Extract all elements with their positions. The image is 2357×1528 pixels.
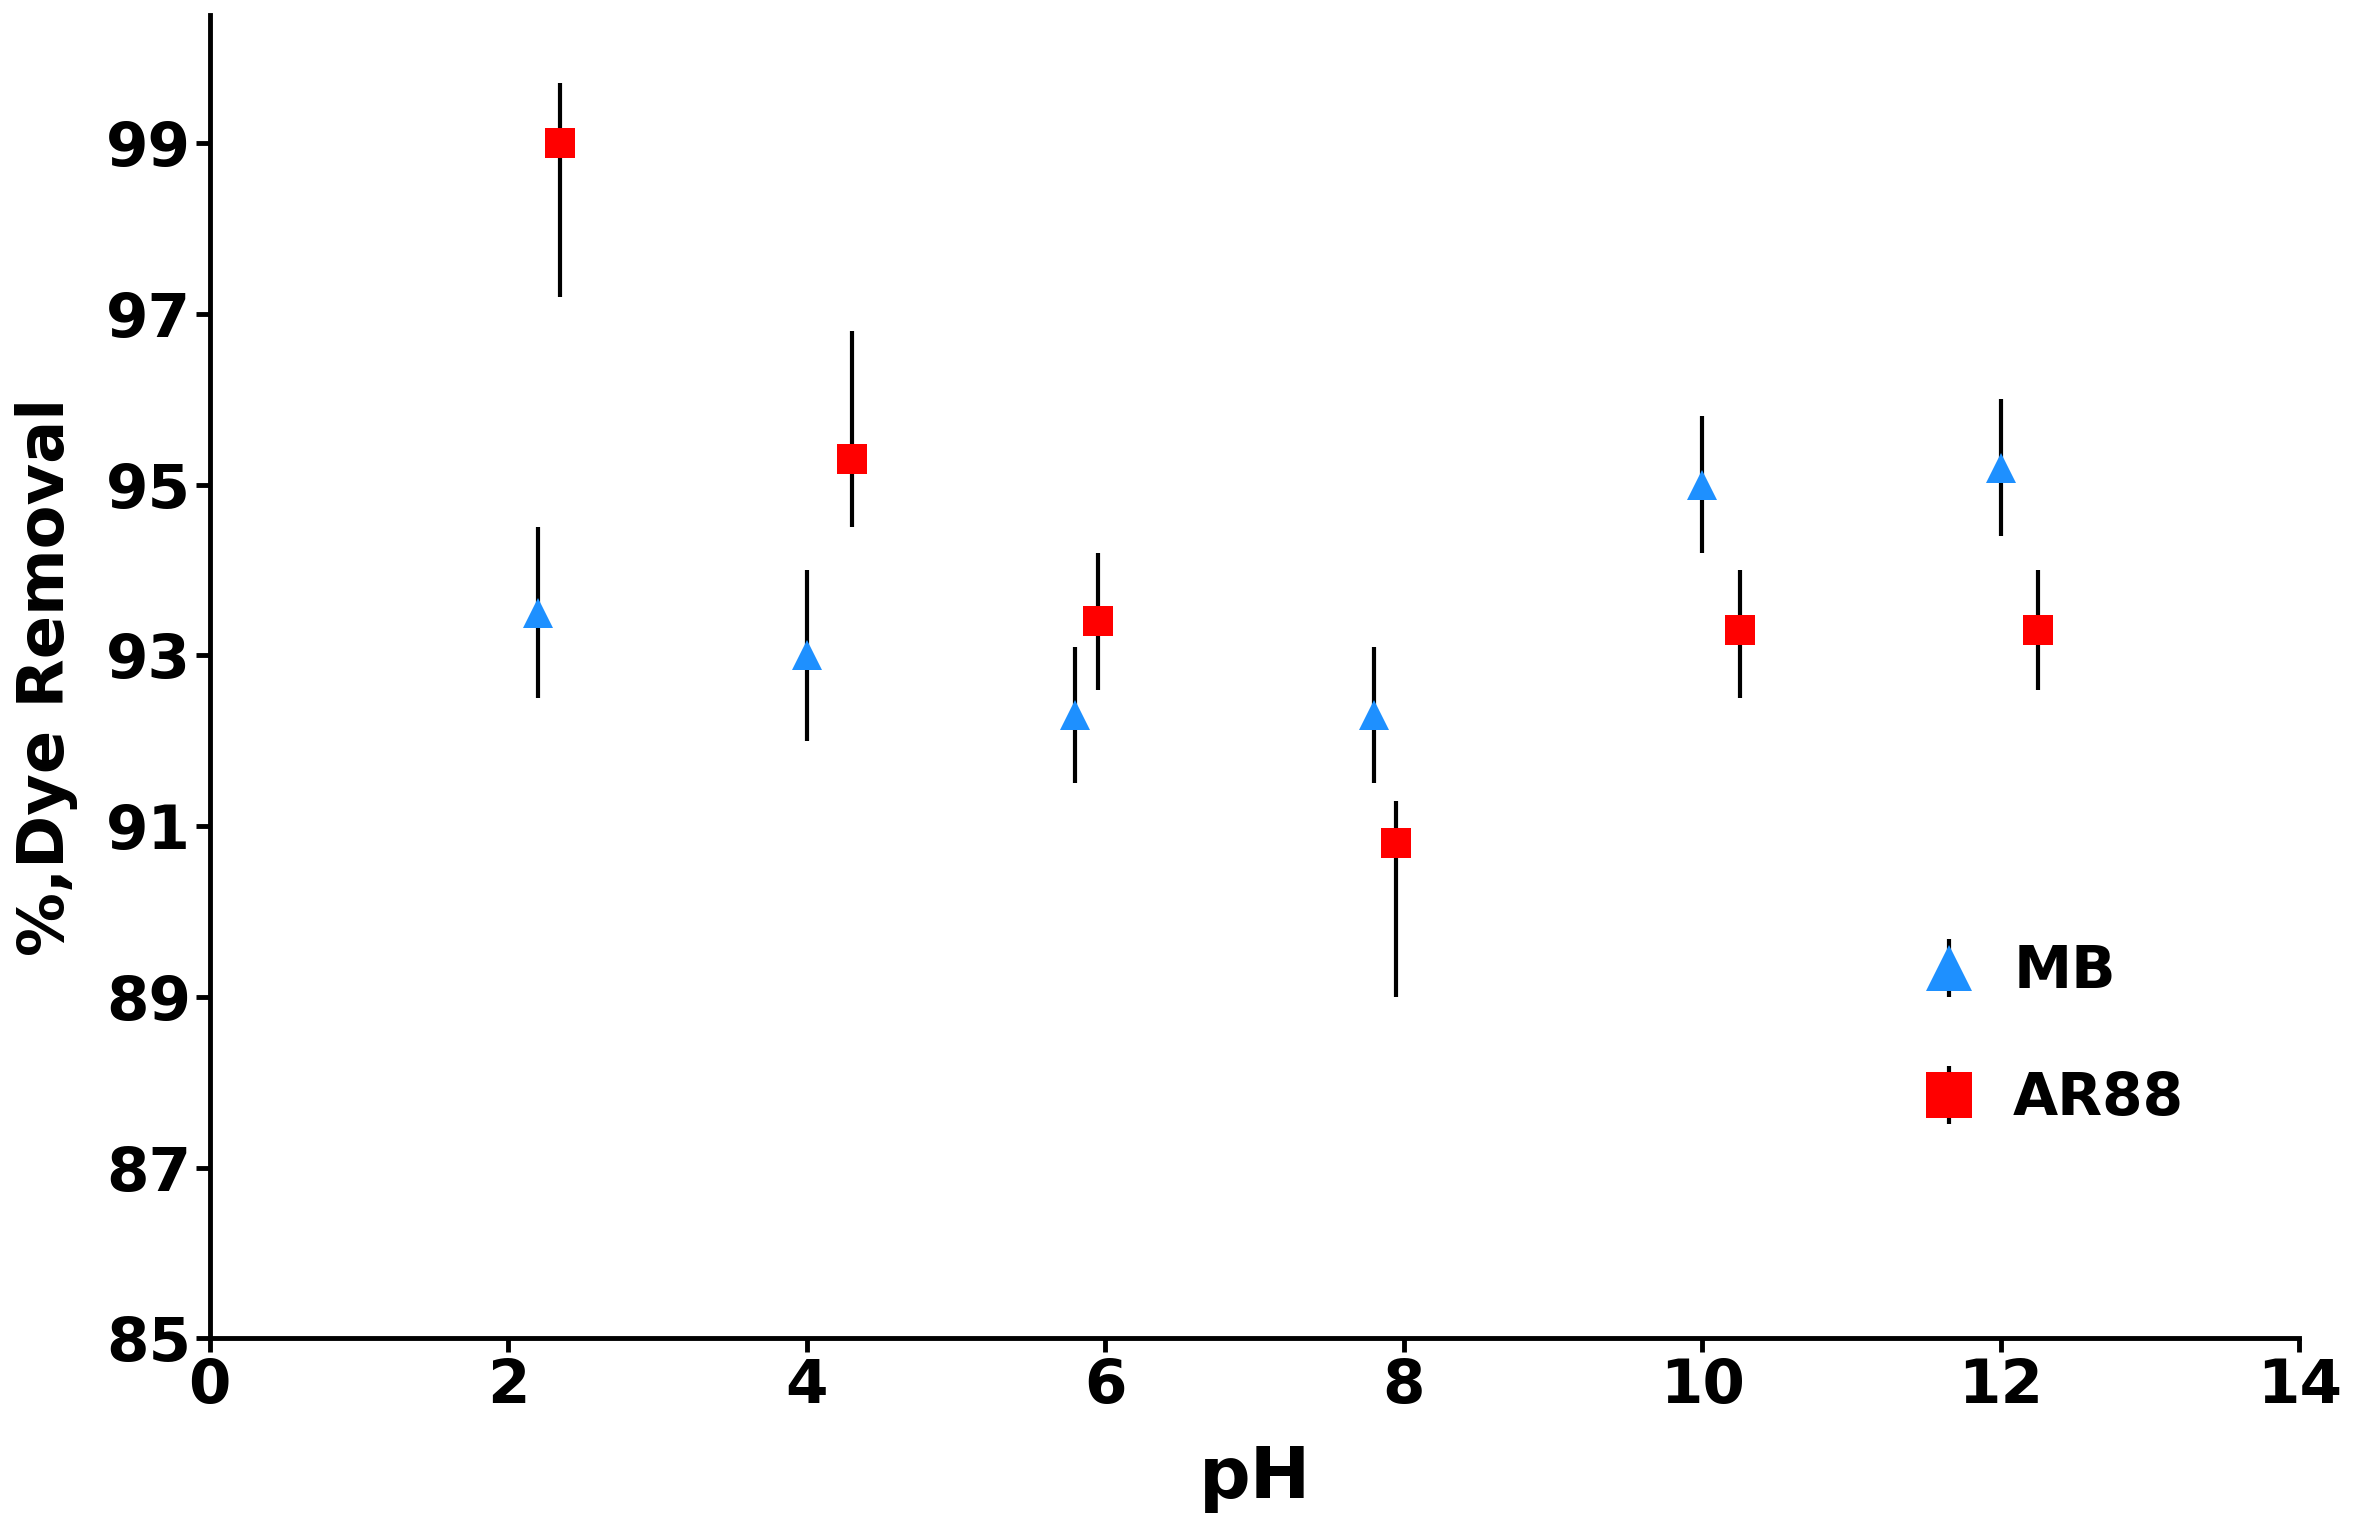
Y-axis label: %,Dye Removal: %,Dye Removal [14,397,78,957]
X-axis label: pH: pH [1197,1444,1310,1513]
Legend: MB, AR88: MB, AR88 [1897,920,2209,1151]
